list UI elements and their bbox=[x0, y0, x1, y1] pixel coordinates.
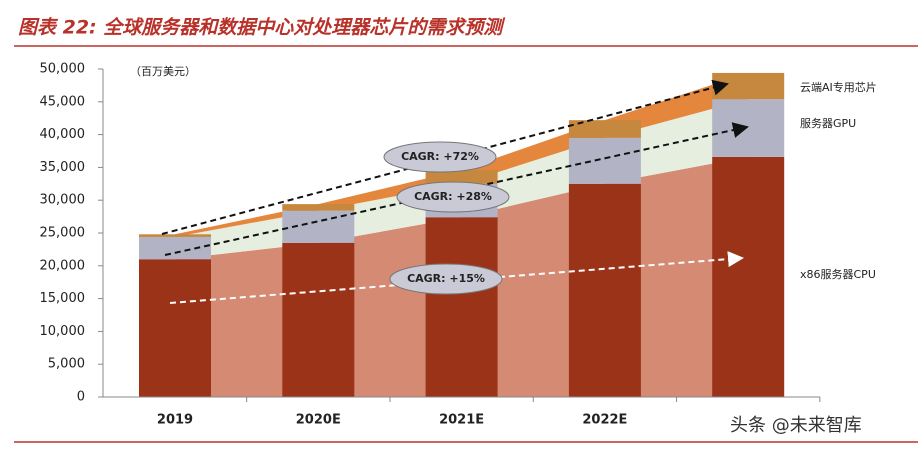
bar bbox=[712, 99, 785, 157]
cagr-label: CAGR: +15% bbox=[407, 272, 485, 285]
y-tick-label: 10,000 bbox=[40, 324, 86, 339]
y-tick-label: 35,000 bbox=[40, 160, 86, 175]
legend-label: 云端AI专用芯片 bbox=[800, 80, 877, 94]
y-tick-label: 25,000 bbox=[40, 226, 86, 241]
x-tick-label: 2022E bbox=[582, 413, 627, 428]
y-tick-label: 20,000 bbox=[40, 258, 86, 273]
bar bbox=[282, 204, 355, 211]
y-tick-label: 0 bbox=[77, 390, 85, 405]
trend-arrow bbox=[169, 251, 744, 304]
bar bbox=[139, 234, 211, 237]
y-tick-label: 30,000 bbox=[40, 193, 86, 208]
watermark: 头条 @未来智库 bbox=[730, 415, 862, 436]
y-tick-label: 40,000 bbox=[40, 127, 86, 142]
chart-title: 图表 22: 全球服务器和数据中心对处理器芯片的需求预测 bbox=[18, 17, 506, 39]
legend-label: 服务器GPU bbox=[800, 117, 856, 130]
bar bbox=[139, 259, 211, 397]
bar bbox=[282, 242, 355, 397]
cagr-label: CAGR: +72% bbox=[401, 150, 479, 163]
y-tick-label: 45,000 bbox=[40, 94, 86, 109]
y-tick-label: 5,000 bbox=[48, 357, 85, 372]
x-tick-label: 2020E bbox=[296, 413, 341, 428]
cagr-bubble bbox=[396, 181, 510, 213]
bar bbox=[568, 183, 641, 397]
bar bbox=[712, 156, 785, 397]
y-tick-label: 50,000 bbox=[40, 62, 86, 77]
cagr-bubble bbox=[383, 141, 497, 173]
x-tick-label: 2021E bbox=[439, 413, 484, 428]
y-tick-label: 15,000 bbox=[40, 291, 86, 306]
unit-label: （百万美元） bbox=[130, 65, 196, 78]
bar bbox=[568, 120, 641, 138]
bar bbox=[139, 236, 211, 260]
bar bbox=[425, 217, 498, 397]
cagr-label: CAGR: +28% bbox=[414, 190, 492, 203]
bar bbox=[425, 170, 498, 184]
cagr-bubble bbox=[389, 263, 503, 295]
legend-label: x86服务器CPU bbox=[800, 268, 876, 281]
bar bbox=[568, 137, 641, 184]
x-tick-label: 2019 bbox=[157, 413, 193, 428]
